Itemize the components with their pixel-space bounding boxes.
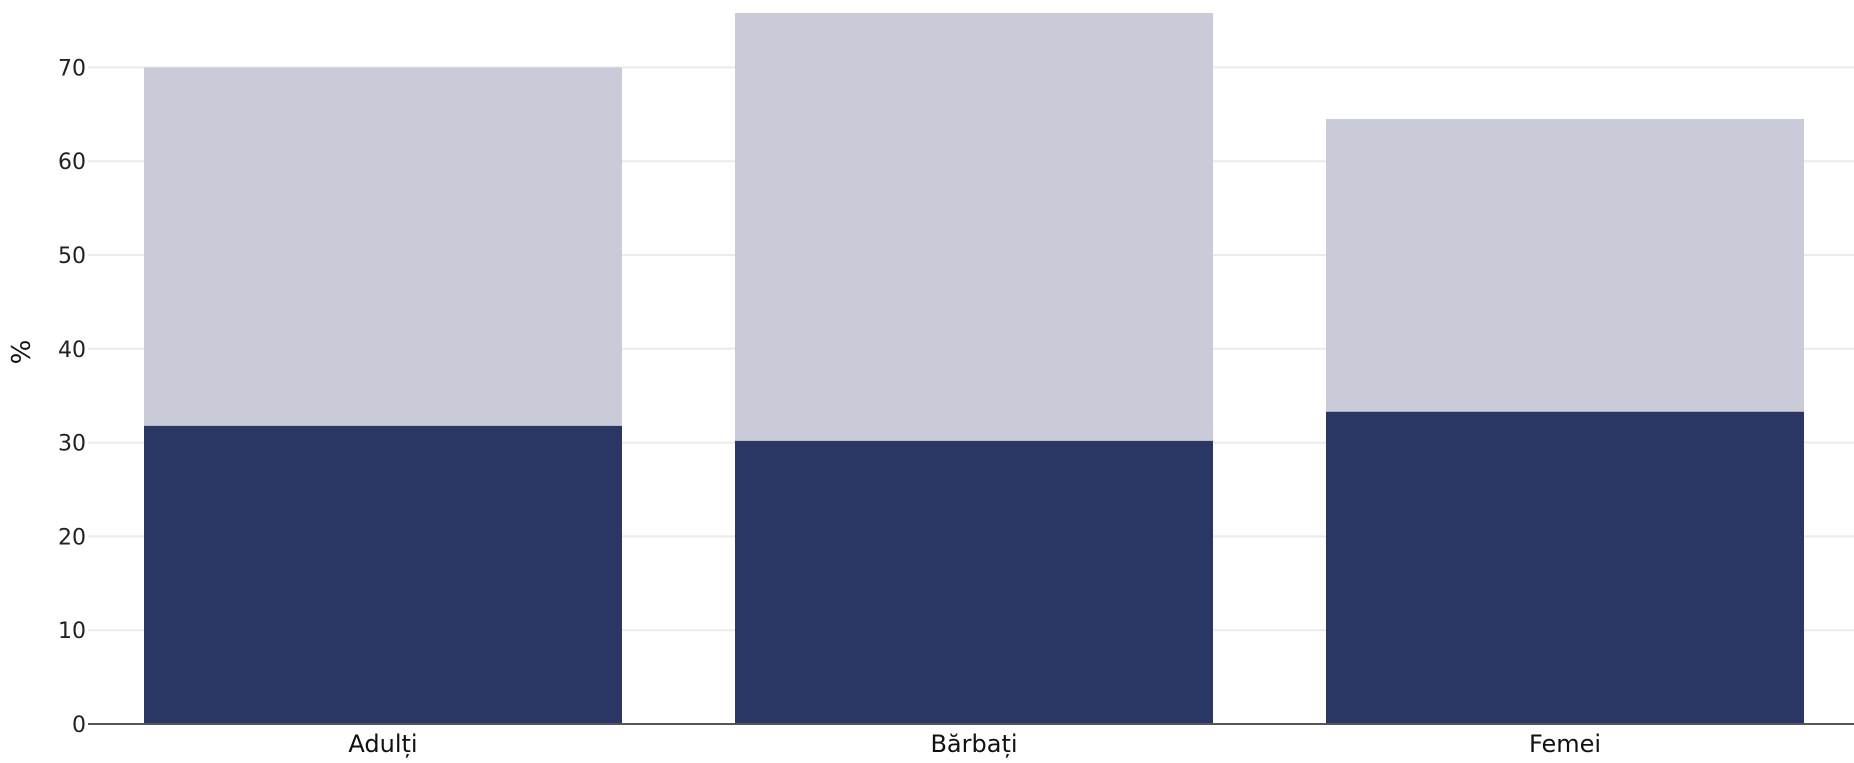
y-axis-title: % <box>7 340 37 365</box>
x-tick-label: Femei <box>1529 730 1601 758</box>
bar-segment-2 <box>144 67 622 426</box>
y-tick-label: 70 <box>58 56 86 81</box>
x-tick-label: Adulți <box>348 730 417 758</box>
y-tick-label: 20 <box>58 525 86 550</box>
axes: 0 10 20 30 40 50 60 70 Adulți Bărbați Femei <box>58 56 1854 758</box>
y-tick-label: 40 <box>58 338 86 363</box>
y-tick-label: 60 <box>58 150 86 175</box>
y-tick-label: 0 <box>72 713 86 738</box>
bar-segment-2 <box>1326 118 1804 412</box>
bar-segment-1 <box>144 425 622 724</box>
y-tick-label: 30 <box>58 432 86 457</box>
bar-segment-1 <box>735 440 1213 724</box>
bar-segment-2 <box>735 12 1213 441</box>
y-tick-label: 50 <box>58 244 86 269</box>
bar-segment-1 <box>1326 411 1804 724</box>
bars <box>144 12 1804 724</box>
x-tick-label: Bărbați <box>930 730 1017 758</box>
y-tick-label: 10 <box>58 619 86 644</box>
